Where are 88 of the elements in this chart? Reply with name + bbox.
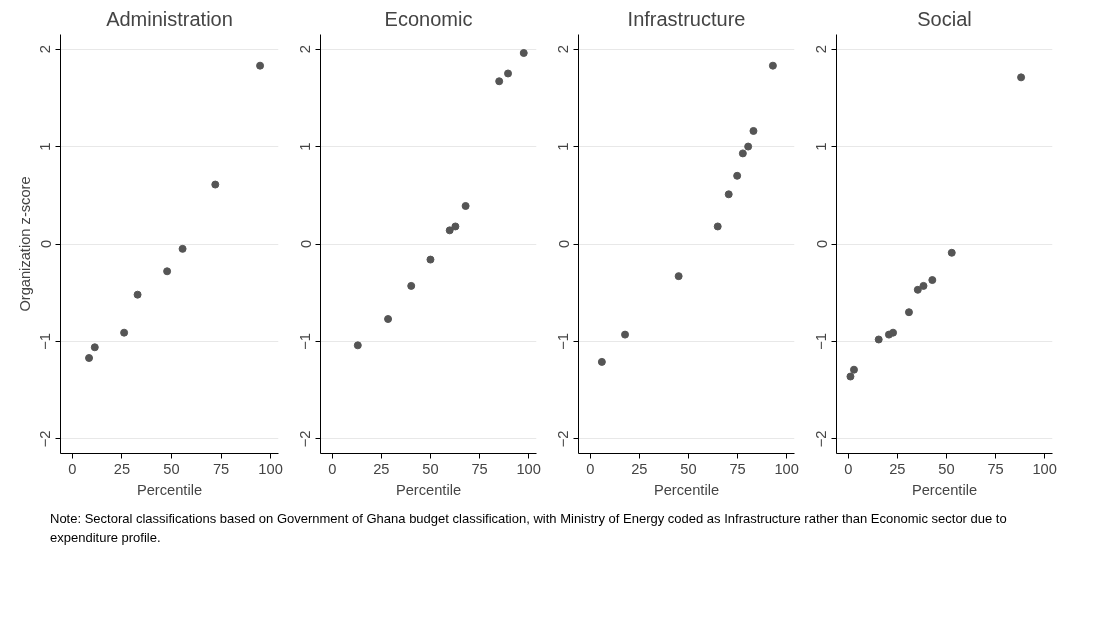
point — [133, 290, 142, 299]
point — [733, 171, 742, 180]
y-tick-label: 0 — [555, 239, 572, 249]
y-tick-label: 0 — [297, 239, 314, 249]
point — [744, 142, 753, 151]
x-axis-title: Percentile — [395, 481, 462, 498]
x-axis-title: Percentile — [136, 481, 203, 498]
point — [178, 244, 187, 253]
x-tick-label: 100 — [516, 460, 541, 477]
chart-title: Social — [917, 7, 972, 30]
x-tick-label: 75 — [729, 460, 746, 477]
x-tick-label: 100 — [774, 460, 799, 477]
point — [674, 272, 683, 281]
x-tick-label: 50 — [422, 460, 439, 477]
y-tick-label: −1 — [555, 333, 572, 350]
y-tick-label: 2 — [813, 45, 830, 54]
y-tick-label: −2 — [555, 430, 572, 448]
x-tick-label: 0 — [328, 460, 337, 477]
point — [874, 335, 883, 344]
x-tick-label: 100 — [258, 460, 283, 477]
point — [889, 328, 898, 337]
point — [904, 308, 913, 317]
point — [504, 69, 513, 78]
x-tick-label: 75 — [212, 460, 230, 477]
x-tick-label: 50 — [938, 460, 955, 477]
point — [849, 365, 858, 374]
point — [928, 276, 937, 285]
point — [913, 285, 922, 294]
x-tick-label: 0 — [844, 460, 853, 477]
point — [495, 77, 504, 86]
chart-title: Economic — [384, 7, 473, 30]
point — [621, 330, 630, 339]
x-tick-label: 75 — [987, 460, 1004, 477]
x-tick-label: 25 — [373, 460, 390, 477]
point — [90, 343, 99, 352]
y-tick-label: −1 — [37, 333, 54, 350]
x-tick-label: 50 — [680, 460, 697, 477]
point — [919, 281, 928, 290]
y-tick-label: 2 — [37, 45, 54, 54]
y-tick-label: 1 — [297, 142, 314, 151]
point — [407, 281, 416, 290]
x-axis-title: Percentile — [653, 481, 720, 498]
point — [1017, 73, 1026, 82]
point — [426, 255, 435, 264]
point — [384, 315, 393, 324]
y-tick-label: 0 — [37, 239, 54, 249]
y-tick-label: −2 — [37, 430, 54, 448]
y-tick-label: 2 — [555, 45, 572, 54]
chart-title: Administration — [106, 7, 233, 30]
x-tick-label: 0 — [68, 460, 77, 477]
point — [713, 222, 722, 231]
x-tick-label: 25 — [631, 460, 648, 477]
point — [749, 126, 758, 135]
y-axis-title: Organization z-score — [16, 176, 33, 312]
y-tick-label: 2 — [297, 45, 314, 54]
point — [519, 49, 528, 58]
y-tick-label: −1 — [813, 333, 830, 350]
x-tick-label: 100 — [1032, 460, 1057, 477]
point — [163, 267, 172, 276]
point — [597, 357, 606, 366]
x-tick-label: 25 — [113, 460, 131, 477]
y-tick-label: 1 — [813, 142, 830, 151]
x-tick-label: 50 — [163, 460, 180, 477]
point — [120, 328, 129, 337]
x-axis-title: Percentile — [911, 481, 978, 498]
point — [353, 341, 362, 350]
point — [451, 222, 460, 231]
point — [211, 180, 220, 189]
y-tick-label: 1 — [555, 142, 572, 151]
y-tick-label: −2 — [297, 430, 314, 448]
x-tick-label: 25 — [889, 460, 906, 477]
text: Note: Sectoral classifications based on Government of Ghana budget classification, with Ministry of Energy coded as Infrastructure rather than Economic sector due to expenditure profile. — [50, 510, 1008, 547]
point — [85, 354, 94, 362]
y-tick-label: 0 — [813, 239, 830, 249]
point — [724, 190, 733, 199]
chart-title: Infrastructure — [627, 7, 746, 30]
y-tick-label: −2 — [813, 430, 830, 448]
y-tick-label: −1 — [297, 333, 314, 350]
point — [461, 202, 470, 210]
point — [947, 248, 956, 257]
point — [846, 372, 855, 381]
point — [768, 61, 777, 70]
point — [256, 61, 265, 70]
point — [738, 149, 747, 158]
y-tick-label: 1 — [37, 142, 54, 151]
point — [445, 226, 454, 235]
x-tick-label: 75 — [471, 460, 488, 477]
x-tick-label: 0 — [586, 460, 595, 477]
